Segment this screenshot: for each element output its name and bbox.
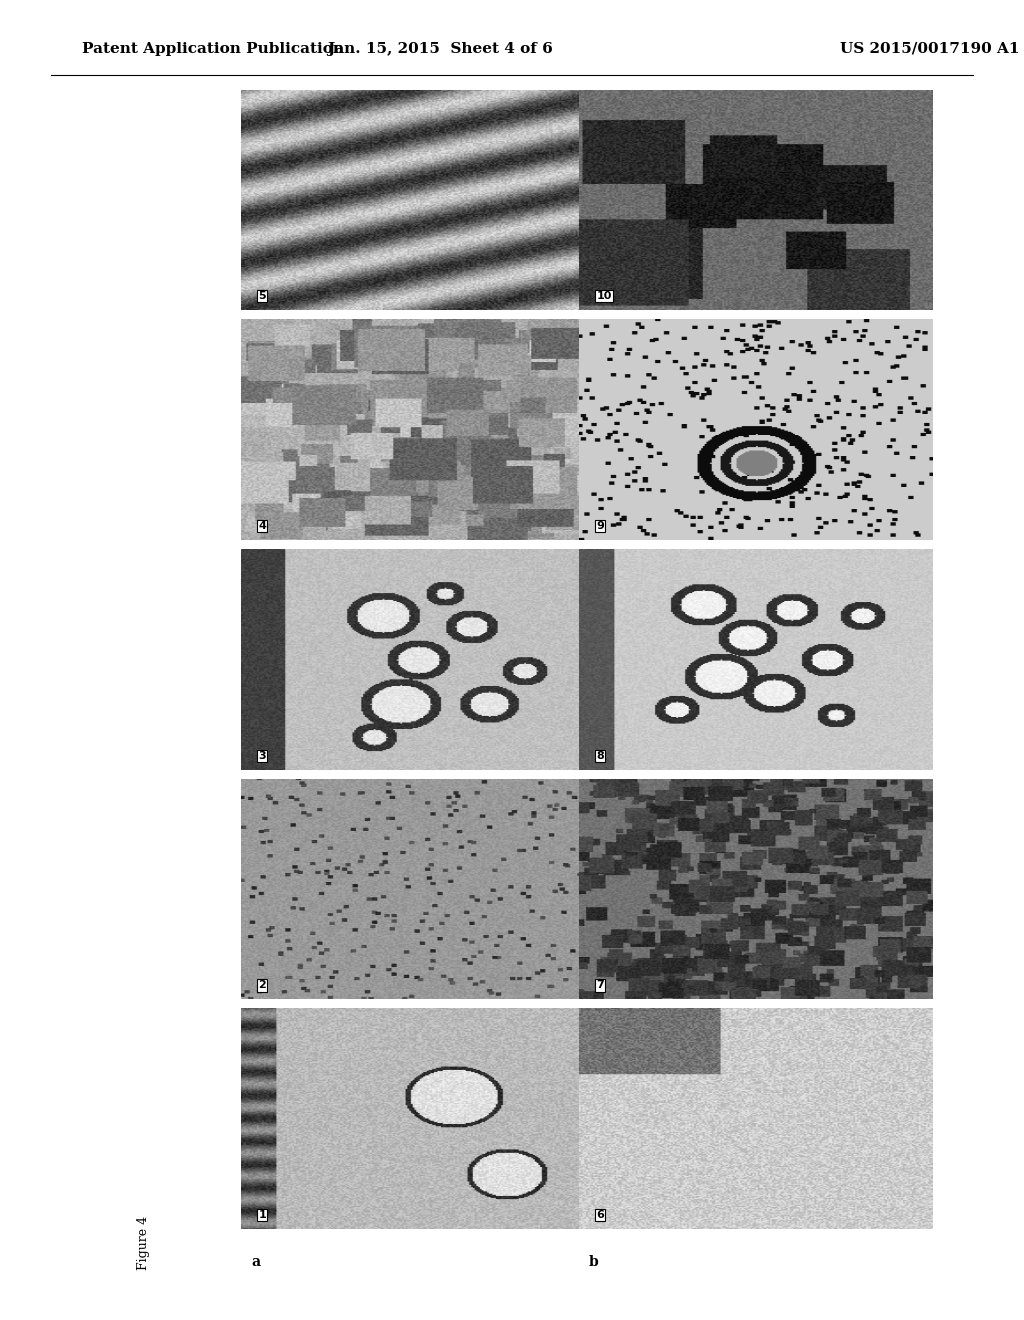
Text: 2: 2	[258, 981, 266, 990]
Text: a: a	[251, 1255, 260, 1270]
Text: Figure 4: Figure 4	[137, 1216, 150, 1270]
Text: 8: 8	[596, 751, 604, 760]
Text: 7: 7	[596, 981, 604, 990]
Text: 10: 10	[596, 292, 611, 301]
Text: 4: 4	[258, 521, 266, 531]
Text: Patent Application Publication: Patent Application Publication	[82, 42, 344, 55]
Text: Jan. 15, 2015  Sheet 4 of 6: Jan. 15, 2015 Sheet 4 of 6	[328, 42, 553, 55]
Text: 5: 5	[258, 292, 266, 301]
Text: b: b	[589, 1255, 599, 1270]
Text: 9: 9	[596, 521, 604, 531]
Text: 6: 6	[596, 1210, 604, 1220]
Text: US 2015/0017190 A1: US 2015/0017190 A1	[840, 42, 1019, 55]
Text: 1: 1	[258, 1210, 266, 1220]
Text: 3: 3	[258, 751, 266, 760]
